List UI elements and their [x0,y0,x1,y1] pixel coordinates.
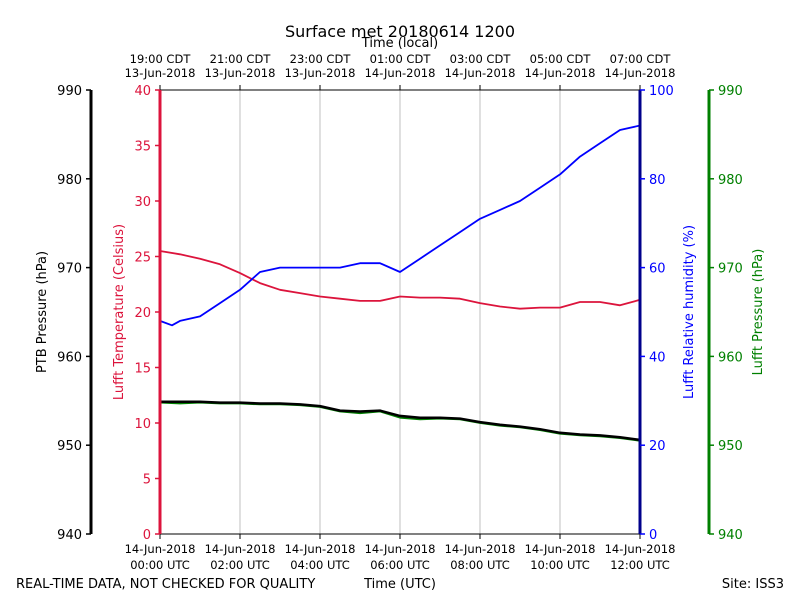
top-axis-label: Time (local) [361,36,438,51]
x-tick-time-label: 08:00 UTC [450,558,510,572]
ptb-pressure-axis-label: PTB Pressure (hPa) [35,251,50,373]
x-tick-time-label: 00:00 UTC [130,558,190,572]
series-layer [159,124,641,442]
series-line-lufft-temperature [159,250,641,310]
humidity-tick-label: 80 [649,173,666,188]
lufft_pressure-tick-label: 990 [718,84,743,99]
tick-layer: 14-Jun-2018 00:00 UTC 14-Jun-2018 02:00 UTC… [57,52,743,572]
top-tick-date-label: 14-Jun-2018 [605,66,676,80]
top-tick-time-label: 07:00 CDT [610,52,672,66]
top-tick-date-label: 14-Jun-2018 [365,66,436,80]
temperature-tick-label: 10 [134,417,151,432]
top-tick-date-label: 13-Jun-2018 [205,66,276,80]
lufft_pressure-tick-label: 960 [718,350,743,365]
humidity-tick-label: 40 [649,350,666,365]
temperature-tick-label: 25 [134,251,151,266]
top-tick-time-label: 23:00 CDT [290,52,352,66]
top-tick-time-label: 19:00 CDT [130,52,192,66]
quality-disclaimer: REAL-TIME DATA, NOT CHECKED FOR QUALITY [16,577,315,592]
top-tick-time-label: 01:00 CDT [370,52,432,66]
ptb_pressure-tick-label: 960 [57,350,82,365]
ptb_pressure-tick-label: 970 [57,262,82,277]
top-tick-time-label: 05:00 CDT [530,52,592,66]
x-tick-time-label: 06:00 UTC [370,558,430,572]
x-tick-date-label: 14-Jun-2018 [285,542,356,556]
x-tick-date-label: 14-Jun-2018 [125,542,196,556]
humidity-tick-label: 0 [649,528,657,543]
temperature-tick-label: 20 [134,306,151,321]
ptb_pressure-tick-label: 990 [57,84,82,99]
ptb_pressure-tick-label: 980 [57,173,82,188]
top-tick-date-label: 13-Jun-2018 [125,66,196,80]
top-tick-date-label: 13-Jun-2018 [285,66,356,80]
temperature-tick-label: 30 [134,195,151,210]
lufft_pressure-tick-label: 940 [718,528,743,543]
humidity-tick-label: 20 [649,439,666,454]
series-line-ptb-pressure [160,400,641,442]
lufft_pressure-tick-label: 950 [718,439,743,454]
humidity-axis-label: Lufft Relative humidity (%) [682,225,697,399]
temperature-tick-label: 40 [134,84,151,99]
x-tick-time-label: 04:00 UTC [290,558,350,572]
x-tick-date-label: 14-Jun-2018 [605,542,676,556]
x-tick-time-label: 10:00 UTC [530,558,590,572]
x-tick-date-label: 14-Jun-2018 [365,542,436,556]
top-tick-date-label: 14-Jun-2018 [525,66,596,80]
humidity-tick-label: 100 [649,84,674,99]
x-tick-date-label: 14-Jun-2018 [525,542,596,556]
lufft_pressure-tick-label: 970 [718,262,743,277]
x-tick-date-label: 14-Jun-2018 [205,542,276,556]
site-label: Site: ISS3 [722,577,784,592]
series-line-lufft-relative-humidity [159,124,641,327]
temperature-tick-label: 5 [143,473,151,488]
ptb_pressure-tick-label: 940 [57,528,82,543]
temperature-tick-label: 15 [134,362,151,377]
x-tick-date-label: 14-Jun-2018 [445,542,516,556]
humidity-tick-label: 60 [649,262,666,277]
temperature-tick-label: 0 [143,528,151,543]
lufft_pressure-tick-label: 980 [718,173,743,188]
top-tick-time-label: 03:00 CDT [450,52,512,66]
gridlines [239,90,561,534]
temperature-tick-label: 35 [134,140,151,155]
top-tick-date-label: 14-Jun-2018 [445,66,516,80]
chart-title: Surface met 20180614 1200 [285,22,515,41]
top-tick-time-label: 21:00 CDT [210,52,272,66]
temperature-axis-label: Lufft Temperature (Celsius) [112,224,127,400]
x-tick-time-label: 02:00 UTC [210,558,270,572]
lufft-pressure-axis-label: Lufft Pressure (hPa) [751,249,766,376]
x-tick-time-label: 12:00 UTC [610,558,670,572]
ptb_pressure-tick-label: 950 [57,439,82,454]
x-axis-label: Time (UTC) [363,577,436,592]
